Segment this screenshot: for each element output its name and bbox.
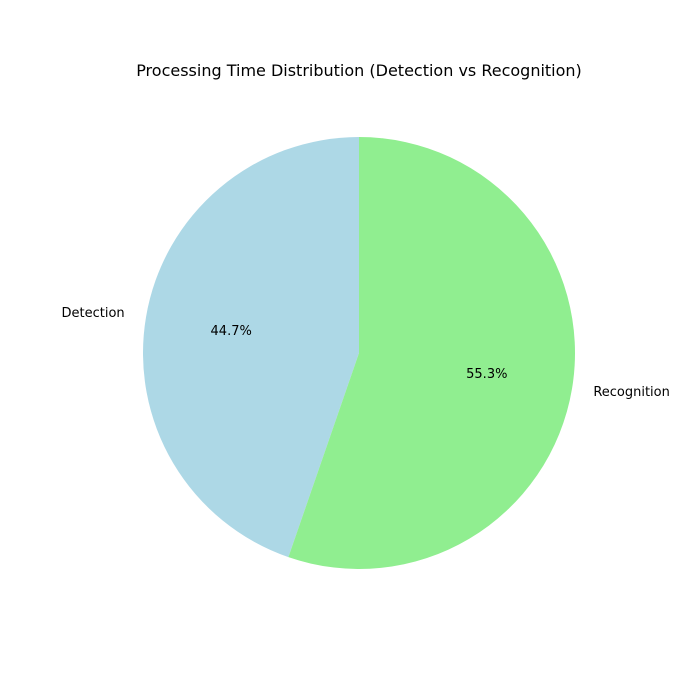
slice-percent-recognition: 55.3% (466, 367, 507, 382)
slice-label-detection: Detection (62, 306, 125, 321)
pie-slice-recognition (288, 137, 575, 569)
slice-percent-detection: 44.7% (211, 324, 252, 339)
chart-title: Processing Time Distribution (Detection … (136, 61, 582, 80)
slice-label-recognition: Recognition (593, 385, 670, 400)
pie-labels: Detection 44.7% Recognition 55.3% (62, 306, 670, 400)
pie-slices (143, 137, 575, 569)
pie-slice-detection (143, 137, 359, 558)
